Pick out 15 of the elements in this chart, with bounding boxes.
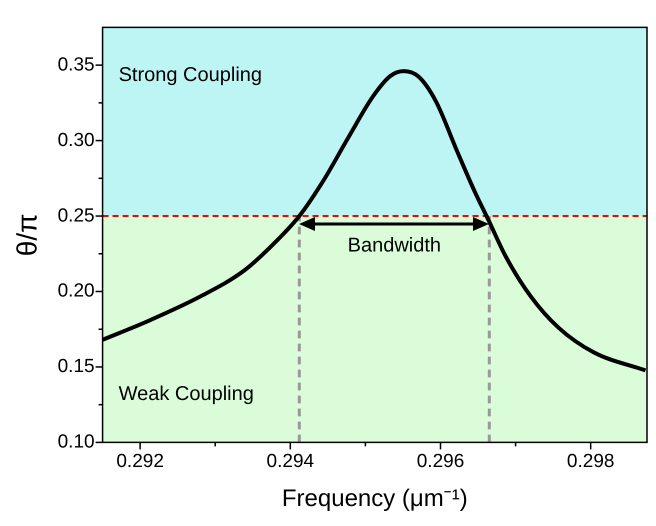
y-tick-label: 0.15: [58, 356, 95, 378]
y-tick-label: 0.35: [58, 54, 95, 76]
y-tick-label: 0.10: [58, 432, 95, 453]
band-label: Weak Coupling: [118, 382, 254, 405]
x-tick-label: 0.292: [116, 451, 164, 472]
y-tick-label: 0.25: [58, 205, 95, 226]
annotation: Bandwidth: [348, 234, 442, 257]
y-tick-label: 0.20: [58, 280, 95, 302]
x-tick-label: 0.294: [266, 451, 315, 472]
x-tick-label: 0.298: [566, 451, 614, 472]
x-axis-title: Frequency (μm⁻¹): [282, 485, 468, 512]
y-axis-title: θ/π: [12, 214, 43, 256]
x-tick-label: 0.296: [416, 451, 464, 472]
y-tick-label: 0.30: [58, 130, 95, 151]
band-label: Strong Coupling: [118, 64, 262, 86]
